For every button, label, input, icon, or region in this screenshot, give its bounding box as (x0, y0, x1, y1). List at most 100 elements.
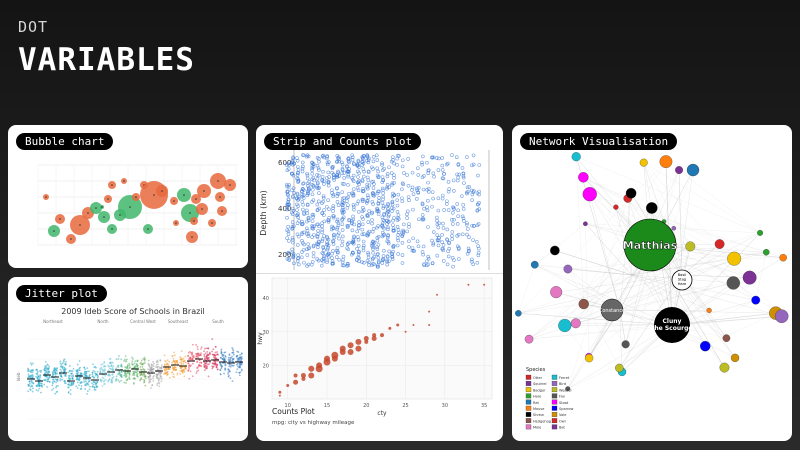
strip-point (426, 198, 430, 203)
jitter-point (125, 374, 128, 377)
strip-point (422, 263, 426, 267)
counts-point (396, 323, 400, 327)
strip-point (441, 226, 446, 230)
jitter-point (91, 371, 94, 374)
jitter-point (93, 370, 96, 373)
strip-counts-card[interactable]: Strip and Counts plot Depth (km) 600 400… (256, 125, 503, 441)
jitter-point (217, 353, 219, 356)
network-legend-swatch (525, 393, 532, 399)
strip-point (460, 166, 465, 170)
strip-point (286, 224, 290, 229)
strip-point (395, 236, 400, 240)
strip-point (312, 162, 316, 167)
jitter-point (39, 391, 42, 394)
strip-point (440, 163, 445, 168)
jitter-point (55, 386, 57, 389)
strip-point (415, 239, 420, 244)
network-edge (567, 268, 633, 276)
strip-point (330, 166, 335, 171)
strip-point (306, 216, 311, 221)
jitter-point (147, 370, 150, 373)
strip-point (292, 261, 296, 266)
strip-point (361, 186, 365, 191)
jitter-point (40, 369, 43, 372)
network-edge (755, 252, 767, 301)
jitter-point (78, 367, 81, 370)
jitter-point (126, 364, 129, 366)
jitter-point (112, 376, 115, 378)
jitter-point (135, 365, 138, 368)
strip-point (460, 214, 465, 219)
network-node (706, 307, 712, 314)
bubble-center-dot (45, 196, 47, 198)
counts-point (388, 326, 392, 330)
strip-point (445, 262, 450, 267)
jitter-point (192, 354, 195, 357)
counts-point (308, 372, 315, 379)
network-edge (619, 232, 761, 311)
network-node (646, 202, 658, 214)
strip-point (371, 155, 376, 159)
strip-point (436, 225, 441, 230)
strip-point (340, 167, 345, 171)
strip-point (311, 187, 315, 192)
strip-point (380, 234, 385, 239)
strip-point (324, 176, 329, 180)
network-node (515, 310, 522, 317)
strip-point (381, 233, 386, 238)
jitter-point (48, 365, 51, 368)
strip-point (285, 202, 290, 207)
jitter-point (56, 367, 59, 370)
jitter-point (111, 368, 113, 371)
jitter-region-label: Central West (130, 319, 156, 324)
strip-point (290, 236, 295, 240)
jitter-point (219, 373, 222, 375)
strip-point (392, 193, 396, 198)
network-legend-label: Shrew (533, 413, 544, 417)
jitter-point (209, 352, 211, 355)
strip-point (417, 217, 421, 222)
strip-point (326, 246, 330, 250)
jitter-ylabel: Ideb (16, 372, 21, 381)
strip-point (376, 169, 380, 174)
network-node (615, 363, 624, 373)
network-edge (643, 162, 761, 233)
jitter-point (29, 362, 32, 364)
network-edges (518, 156, 784, 389)
network-card[interactable]: Network Visualisation Matthias Cluny the S… (512, 125, 792, 441)
network-node-label: Stag (678, 278, 686, 282)
strip-point (311, 213, 316, 217)
strip-point (345, 164, 349, 168)
strip-point (455, 172, 459, 177)
jitter-point (63, 380, 66, 382)
strip-point (291, 255, 295, 260)
jitter-point (59, 378, 62, 380)
strip-counts-label: Strip and Counts plot (264, 133, 422, 150)
strip-point (285, 190, 289, 194)
network-legend-label: Hedgehog (533, 419, 551, 423)
jitter-point (68, 376, 70, 379)
jitter-plot-card[interactable]: Jitter plot 2009 Ideb Score of Schools i… (8, 277, 248, 441)
strip-point (457, 246, 461, 250)
strip-point (341, 254, 346, 259)
jitter-point (60, 376, 63, 378)
jitter-point (217, 360, 219, 362)
strip-point (375, 252, 380, 257)
strip-point (315, 173, 319, 177)
jitter-point (221, 365, 224, 368)
jitter-point (89, 373, 91, 376)
jitter-point (131, 360, 134, 363)
strip-point (375, 207, 380, 212)
bubble-center-dot (191, 236, 193, 238)
strip-point (300, 160, 305, 165)
jitter-point (190, 364, 192, 367)
counts-plot-title: Counts Plot (272, 407, 315, 416)
network-edge (589, 194, 784, 258)
bubble-chart-card[interactable]: Bubble chart (8, 125, 248, 268)
strip-point (407, 225, 411, 229)
jitter-point (147, 359, 150, 362)
jitter-point (229, 365, 232, 368)
network-edge (567, 300, 756, 389)
jitter-point (111, 366, 114, 369)
jitter-point (104, 382, 106, 385)
